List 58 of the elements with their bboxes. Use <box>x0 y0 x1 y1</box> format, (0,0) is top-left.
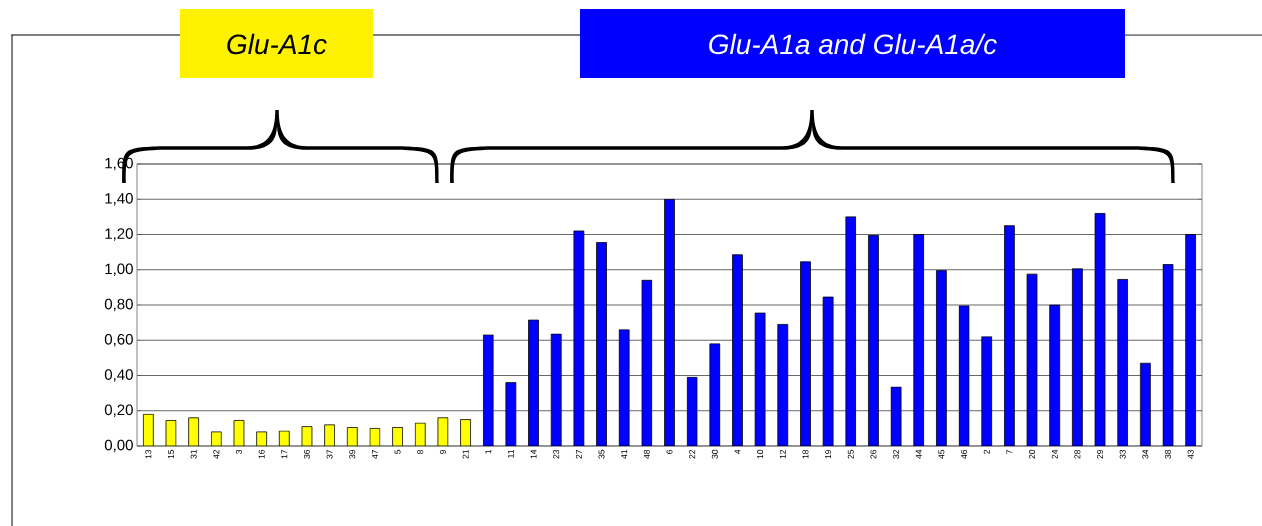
x-tick-label: 46 <box>961 449 968 459</box>
x-tick-label: 5 <box>394 449 401 454</box>
x-tick-label: 3 <box>235 449 242 454</box>
bar <box>369 427 381 446</box>
x-tick-label: 4 <box>734 449 741 455</box>
x-tick-label: 6 <box>666 449 673 454</box>
x-tick-label: 48 <box>643 449 650 459</box>
y-tick-label: 0,20 <box>104 404 133 417</box>
x-tick-label: 29 <box>1097 449 1104 459</box>
text: Glu-A1c <box>227 33 327 55</box>
x-tick-label: 44 <box>915 449 922 459</box>
x-tick-label: 13 <box>145 449 152 459</box>
x-tick-label: 37 <box>326 449 333 459</box>
x-tick-label: 23 <box>553 449 560 459</box>
x-tick-label: 36 <box>303 449 310 459</box>
y-tick-label: 0,60 <box>104 334 133 347</box>
x-tick-label: 18 <box>802 449 809 459</box>
x-tick-label: 8 <box>417 449 424 454</box>
x-tick-label: 47 <box>372 449 378 459</box>
text: Glu-A1a and Glu-A1a/c <box>709 33 997 55</box>
y-tick-label: 1,40 <box>105 193 133 206</box>
x-tick-label: 16 <box>258 449 265 459</box>
y-tick-label: 0,80 <box>104 298 133 312</box>
x-tick-label: 19 <box>825 449 832 459</box>
x-tick-label: 7 <box>1006 449 1013 454</box>
x-tick-label: 25 <box>847 449 854 459</box>
x-tick-label: 1 <box>485 449 492 454</box>
x-tick-label: 32 <box>893 449 900 459</box>
x-tick-label: 33 <box>1119 449 1126 459</box>
x-tick-label: 43 <box>1187 449 1194 459</box>
x-tick-label: 31 <box>190 449 197 459</box>
x-tick-label: 35 <box>598 449 605 459</box>
x-tick-label: 38 <box>1165 449 1171 459</box>
y-tick-label: 1,00 <box>105 263 133 276</box>
y-tick-label: 1,20 <box>105 228 133 241</box>
x-tick-label: 45 <box>938 449 945 459</box>
x-tick-label: 17 <box>281 449 288 459</box>
x-tick-label: 14 <box>530 449 537 459</box>
x-tick-label: 20 <box>1029 449 1036 459</box>
x-tick-label: 15 <box>168 449 174 459</box>
x-tick-label: 39 <box>349 449 356 459</box>
y-tick-label: 0,40 <box>104 369 133 382</box>
x-tick-label: 42 <box>213 449 220 459</box>
x-tick-label: 10 <box>757 449 764 459</box>
x-tick-label: 26 <box>870 449 877 459</box>
y-tick-label: 0,00 <box>104 439 133 453</box>
x-tick-label: 11 <box>507 449 514 458</box>
x-tick-label: 24 <box>1051 449 1058 459</box>
x-tick-label: 34 <box>1142 449 1149 459</box>
x-tick-label: 30 <box>711 449 718 459</box>
x-tick-label: 9 <box>439 449 446 454</box>
x-tick-label: 28 <box>1074 449 1081 459</box>
x-tick-label: 2 <box>983 449 990 454</box>
x-tick-label: 27 <box>575 449 582 459</box>
x-tick-label: 22 <box>689 449 696 459</box>
x-tick-label: 12 <box>779 449 786 459</box>
x-tick-label: 41 <box>621 449 628 459</box>
x-tick-label: 21 <box>462 449 469 459</box>
